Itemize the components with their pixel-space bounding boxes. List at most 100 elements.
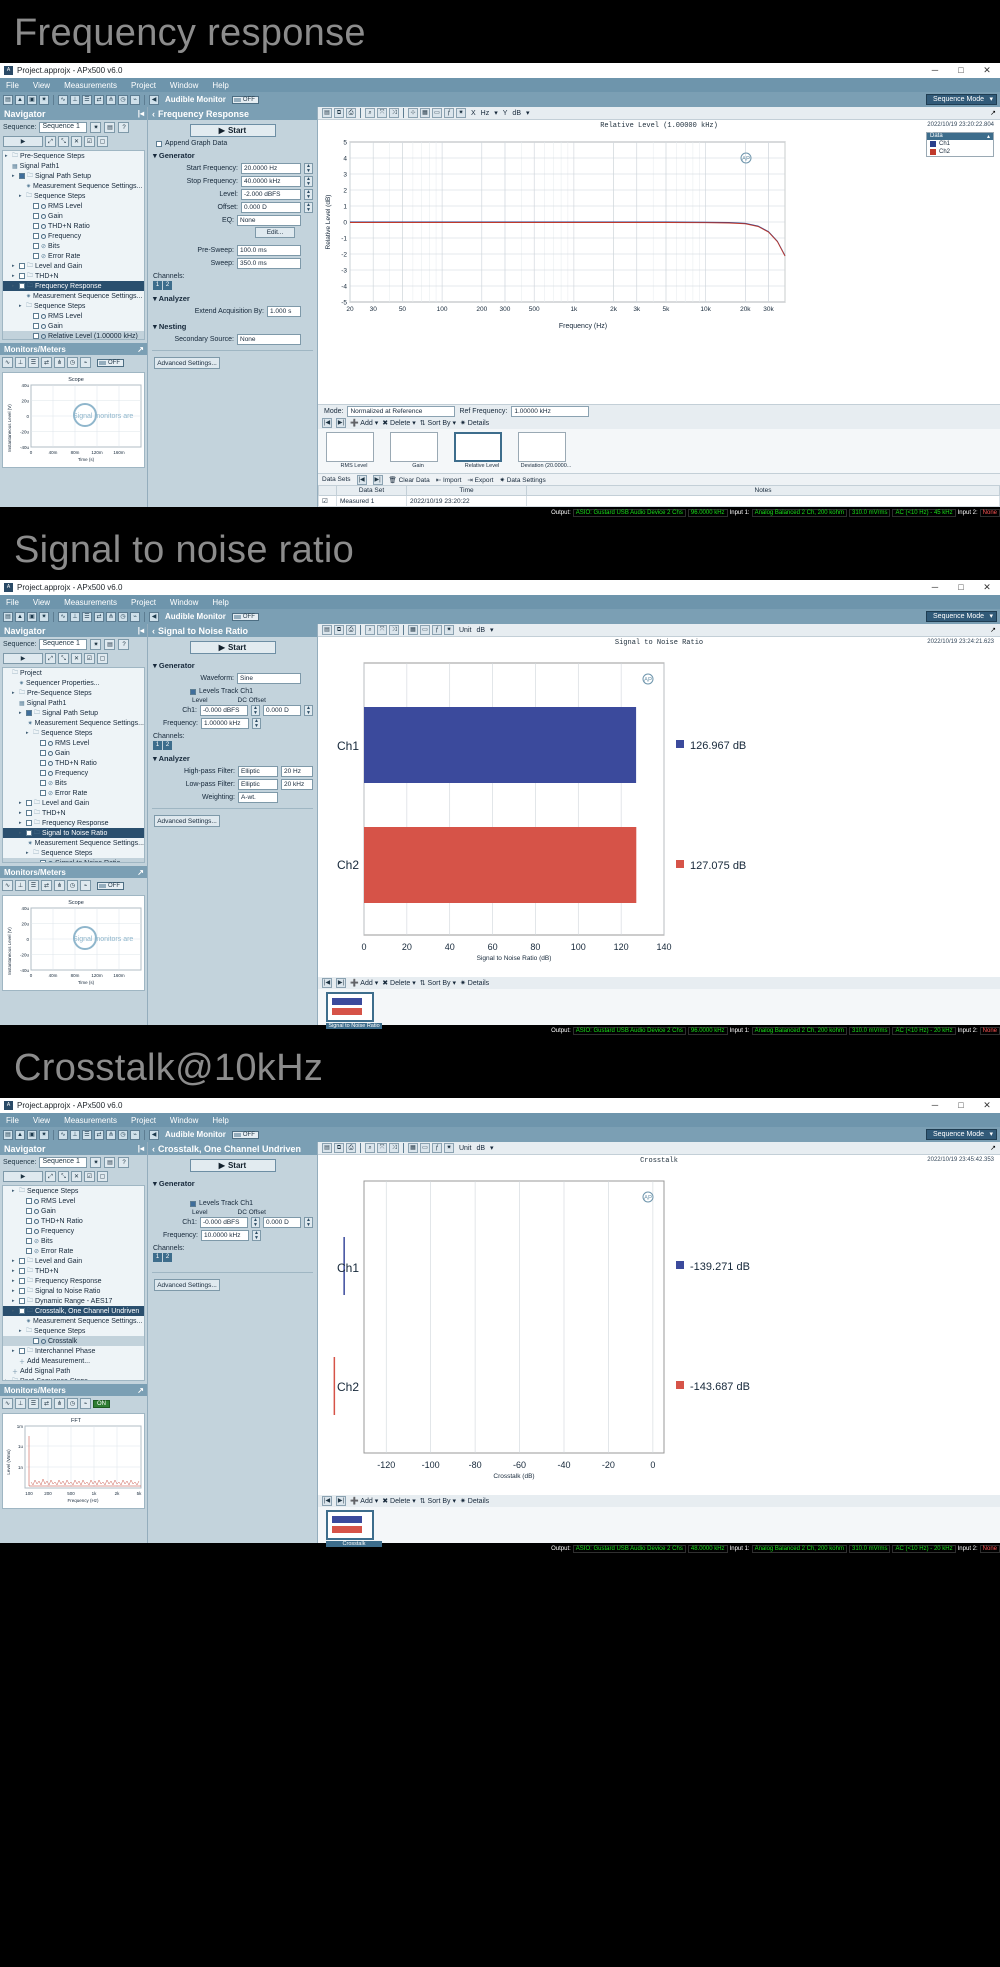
- tree-item-rms-level[interactable]: RMS Level: [3, 311, 144, 321]
- analyzer-expander-icon[interactable]: ▾: [153, 294, 157, 303]
- monitor-scope-icon[interactable]: ∿: [2, 357, 13, 368]
- tree-item-signal-to-noise-ratio[interactable]: ▸ 🗀 Signal to Noise Ratio: [3, 1286, 144, 1296]
- presweep-select[interactable]: 100.0 ms: [237, 245, 301, 256]
- save-icon-3[interactable]: ▣: [27, 1129, 37, 1140]
- tree-item-thd-n-ratio[interactable]: THD+N Ratio: [3, 758, 144, 768]
- thumbnail-preview[interactable]: [518, 432, 566, 462]
- data-settings-button[interactable]: ✷ Data Settings: [499, 476, 546, 484]
- input2-config-2[interactable]: None: [979, 1026, 1000, 1035]
- sequence-settings-icon-2[interactable]: ✷: [90, 639, 102, 650]
- sequence-select-3[interactable]: Sequence 1: [39, 1157, 88, 1168]
- tree-item-thd-n[interactable]: ▸ 🗀 THD+N: [3, 808, 144, 818]
- audible-monitor-toggle-3[interactable]: OFF: [231, 1130, 259, 1139]
- weighting-select[interactable]: A-wt.: [238, 792, 278, 803]
- monitors-expand-icon-2[interactable]: ↗: [137, 867, 144, 877]
- thumbnail-preview[interactable]: [390, 432, 438, 462]
- minimize-button[interactable]: ─: [931, 65, 939, 75]
- graph-fit-icon-2[interactable]: ⤧: [377, 625, 387, 635]
- nesting-expander-icon[interactable]: ▾: [153, 322, 157, 331]
- sort-by-button[interactable]: ⇅ Sort By ▾: [419, 420, 456, 427]
- generator-expander-icon[interactable]: ▾: [153, 151, 157, 160]
- analyzer-expander-icon-2[interactable]: ▾: [153, 754, 157, 763]
- tree-checkbox[interactable]: [19, 1278, 25, 1284]
- legend-collapse-icon[interactable]: ▴: [986, 134, 990, 140]
- ch1-level-input-2[interactable]: -0.000 dBFS: [200, 705, 248, 716]
- tree-item-signal-to-noise-ratio[interactable]: Signal to Noise Ratio: [3, 858, 144, 862]
- scope-icon[interactable]: ∿: [58, 94, 68, 105]
- tree-checkbox[interactable]: [26, 810, 32, 816]
- tree-item-gain[interactable]: Gain: [3, 1206, 144, 1216]
- graph-fit-icon-3[interactable]: ⤧: [377, 1143, 387, 1153]
- ch1-dc-stepper-3[interactable]: ▲ ▼: [304, 1217, 313, 1228]
- tree-item-measurement-sequence-settings[interactable]: ✷ Measurement Sequence Settings...: [3, 291, 144, 301]
- tree-expander-icon[interactable]: ▸: [19, 193, 22, 199]
- append-graph-data-row[interactable]: Append Graph Data: [148, 140, 317, 147]
- graph-y-unit[interactable]: dB: [512, 109, 521, 117]
- ch1-dc-input-2[interactable]: 0.000 D: [263, 705, 301, 716]
- transfer-icon[interactable]: ⇄: [94, 94, 104, 105]
- graph-x-unit[interactable]: Hz: [480, 109, 490, 117]
- tree-expander-icon[interactable]: ▸: [12, 1258, 15, 1264]
- start-frequency-input[interactable]: 20.0000 Hz: [241, 163, 301, 174]
- add-result-button-3[interactable]: ➕ Add ▾: [350, 1498, 379, 1505]
- run-sequence-button-3[interactable]: ▶: [3, 1171, 43, 1182]
- sample-rate-1[interactable]: 96.0000 kHz: [687, 508, 728, 517]
- graph-formula-icon-2[interactable]: ƒ: [432, 625, 442, 635]
- graph-save-icon-2[interactable]: ▤: [322, 625, 332, 635]
- tree-checkbox[interactable]: [19, 283, 25, 289]
- graph-print-icon[interactable]: ⎙: [346, 108, 356, 118]
- highpass-frequency[interactable]: 20 Hz: [281, 766, 313, 777]
- ch1-dc-stepper-2[interactable]: ▲ ▼: [304, 705, 313, 716]
- unit-chevron-down-icon-3[interactable]: ▾: [490, 1145, 494, 1152]
- lock-icon[interactable]: ▢: [97, 136, 108, 147]
- tree-item-level-and-gain[interactable]: ▸ 🗀 Level and Gain: [3, 261, 144, 271]
- back-chevron-icon-3[interactable]: ‹: [152, 1143, 155, 1154]
- first-result-icon-2[interactable]: |◀: [322, 978, 332, 988]
- navigator-expand-icon-2[interactable]: |◂: [137, 626, 144, 635]
- input-filter-3[interactable]: AC (<10 Hz) - 20 kHz: [892, 1544, 956, 1553]
- graph-settings-icon[interactable]: ✷: [456, 108, 466, 118]
- level-input[interactable]: -2.000 dBFS: [241, 189, 301, 200]
- tree-expander-icon[interactable]: ▸: [12, 690, 15, 696]
- clear-icon-2[interactable]: ✕: [71, 653, 82, 664]
- generator-expander-icon-2[interactable]: ▾: [153, 661, 157, 670]
- close-button[interactable]: ✕: [983, 65, 991, 75]
- waveform-icon-3[interactable]: ⌁: [130, 1129, 140, 1140]
- tree-item-error-rate[interactable]: ⊘ Error Rate: [3, 1246, 144, 1256]
- last-result-icon[interactable]: ▶|: [336, 418, 346, 428]
- navigator-tree-2[interactable]: 🗀 Project ✷ Sequencer Properties... ▸ 🗀 Pre-Se…: [2, 667, 145, 863]
- graph-save-icon[interactable]: ▤: [322, 108, 332, 118]
- monitor-list-icon[interactable]: ☰: [28, 357, 39, 368]
- details-button[interactable]: ✷ Details: [459, 420, 490, 427]
- tree-item-thd-n-ratio[interactable]: THD+N Ratio: [3, 1216, 144, 1226]
- tree-checkbox[interactable]: [40, 760, 46, 766]
- minimize-button-2[interactable]: ─: [931, 582, 939, 592]
- frequency-input-3[interactable]: 10.0000 kHz: [201, 1230, 249, 1241]
- audible-monitor-toggle-2[interactable]: OFF: [231, 612, 259, 621]
- delete-result-button-3[interactable]: ✖ Delete ▾: [382, 1498, 416, 1505]
- result-thumbnails-1[interactable]: RMS Level Gain Relative Level Deviation (20…: [318, 429, 1000, 473]
- graph-formula-icon[interactable]: ƒ: [444, 108, 454, 118]
- tree-checkbox[interactable]: [33, 203, 39, 209]
- advanced-settings-button-2[interactable]: Advanced Settings...: [154, 815, 220, 827]
- tree-item-measurement-sequence-settings[interactable]: ✷ Measurement Sequence Settings...: [3, 838, 144, 848]
- back-chevron-icon-2[interactable]: ‹: [152, 625, 155, 636]
- channel-2-button[interactable]: 2: [163, 281, 172, 290]
- tree-expander-icon[interactable]: ▸: [12, 1298, 15, 1304]
- monitor-power-toggle-3[interactable]: ON: [93, 1399, 110, 1408]
- input-level-2[interactable]: 310.0 mVrms: [848, 1026, 891, 1035]
- tree-checkbox[interactable]: [26, 800, 32, 806]
- tree-item-bits[interactable]: ⊘ Bits: [3, 241, 144, 251]
- graph-cursor-icon[interactable]: ⊹: [408, 108, 418, 118]
- output-device-1[interactable]: ASIO: Gustard USB Audio Device 2 Chs: [572, 508, 686, 517]
- expand-all-icon[interactable]: ⤢: [45, 136, 56, 147]
- tree-checkbox[interactable]: [33, 213, 39, 219]
- graph-zoom-icon[interactable]: ⌕: [365, 108, 375, 118]
- tree-expander-icon[interactable]: ▸: [12, 1348, 15, 1354]
- tree-item-add-signal-path[interactable]: ＋ Add Signal Path: [3, 1366, 144, 1376]
- thumbnail-preview[interactable]: [326, 1510, 374, 1540]
- tree-checkbox[interactable]: [26, 1238, 32, 1244]
- list-icon-2[interactable]: ☰: [82, 611, 92, 622]
- tree-item-error-rate[interactable]: ⊘ Error Rate: [3, 251, 144, 261]
- graph-table-icon-2[interactable]: ▦: [408, 625, 418, 635]
